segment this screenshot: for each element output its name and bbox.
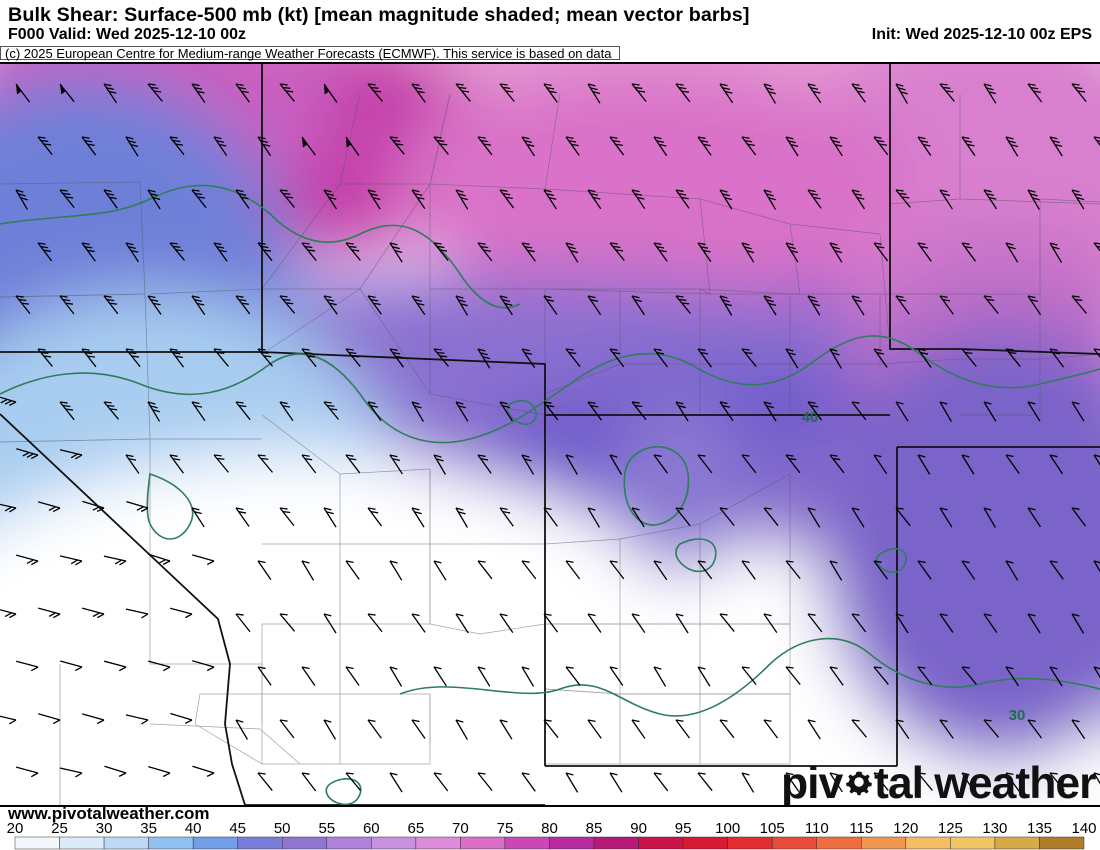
svg-text:45: 45 [229,820,246,837]
svg-text:piv: piv [781,759,844,806]
svg-text:90: 90 [630,820,647,837]
svg-text:tal weather: tal weather [874,759,1096,806]
svg-text:60: 60 [363,820,380,837]
svg-text:55: 55 [318,820,335,837]
svg-text:30: 30 [1009,707,1026,724]
svg-text:20: 20 [7,820,24,837]
svg-text:40: 40 [185,820,202,837]
svg-text:105: 105 [760,820,785,837]
svg-text:95: 95 [675,820,692,837]
svg-text:130: 130 [982,820,1007,837]
svg-text:100: 100 [715,820,740,837]
svg-text:35: 35 [140,820,157,837]
svg-text:125: 125 [938,820,963,837]
svg-text:85: 85 [586,820,603,837]
svg-text:140: 140 [1071,820,1096,837]
svg-text:75: 75 [497,820,514,837]
svg-text:50: 50 [274,820,291,837]
svg-text:70: 70 [452,820,469,837]
svg-text:110: 110 [805,820,829,837]
svg-text:120: 120 [893,820,918,837]
svg-text:25: 25 [51,820,68,837]
svg-text:30: 30 [96,820,113,837]
svg-text:65: 65 [408,820,425,837]
svg-text:115: 115 [849,820,873,837]
svg-text:80: 80 [541,820,558,837]
svg-text:135: 135 [1027,820,1052,837]
